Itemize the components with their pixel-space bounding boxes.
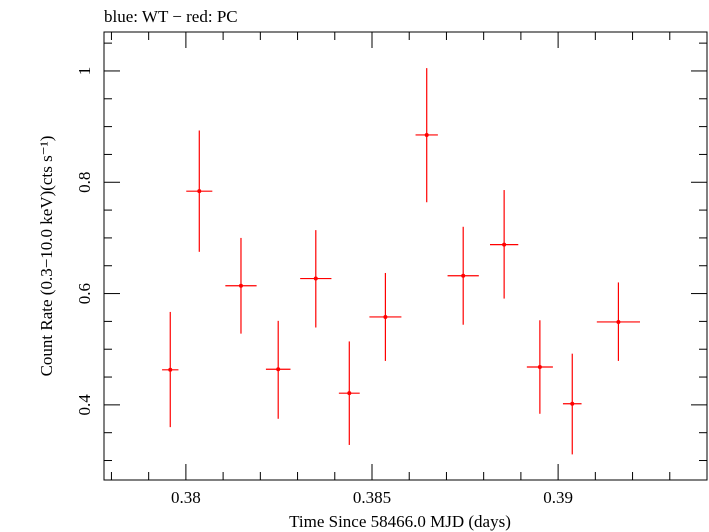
y-tick-label: 0.4 <box>75 394 94 416</box>
data-point <box>369 272 402 361</box>
data-point <box>300 230 332 328</box>
x-tick-label: 0.38 <box>171 488 201 507</box>
y-axis-title: Count Rate (0.3−10.0 keV)(cts s⁻¹) <box>37 136 56 377</box>
data-point <box>447 226 479 325</box>
data-point <box>562 353 582 455</box>
point-marker <box>616 319 621 324</box>
point-marker <box>276 367 281 372</box>
point-marker <box>313 276 318 281</box>
data-point <box>415 68 438 203</box>
point-marker <box>197 189 202 194</box>
point-marker <box>238 283 243 288</box>
data-point <box>225 237 257 334</box>
data-point <box>186 130 213 252</box>
data-point <box>489 190 519 299</box>
chart-title: blue: WT − red: PC <box>104 7 238 26</box>
point-marker <box>383 314 388 319</box>
y-tick-label: 0.8 <box>75 172 94 193</box>
data-point <box>338 341 360 445</box>
y-tick-label: 0.6 <box>75 283 94 304</box>
plot-frame <box>103 31 708 481</box>
point-marker <box>168 367 173 372</box>
point-marker <box>424 132 429 137</box>
data-point <box>162 311 179 428</box>
x-axis: 0.38 0.385 0.39 <box>110 32 708 507</box>
data-point <box>596 282 640 361</box>
point-marker <box>502 242 507 247</box>
y-tick-label: 1 <box>75 67 94 76</box>
x-tick-label: 0.385 <box>353 488 391 507</box>
point-marker <box>347 391 352 396</box>
data-point <box>265 320 291 419</box>
x-axis-title: Time Since 58466.0 MJD (days) <box>289 512 511 531</box>
point-marker <box>537 365 542 370</box>
point-marker <box>570 401 575 406</box>
data-series <box>162 68 640 455</box>
x-tick-label: 0.39 <box>543 488 573 507</box>
y-axis: 0.4 0.6 0.8 1 <box>75 42 707 462</box>
point-marker <box>461 273 466 278</box>
data-point <box>526 320 553 414</box>
